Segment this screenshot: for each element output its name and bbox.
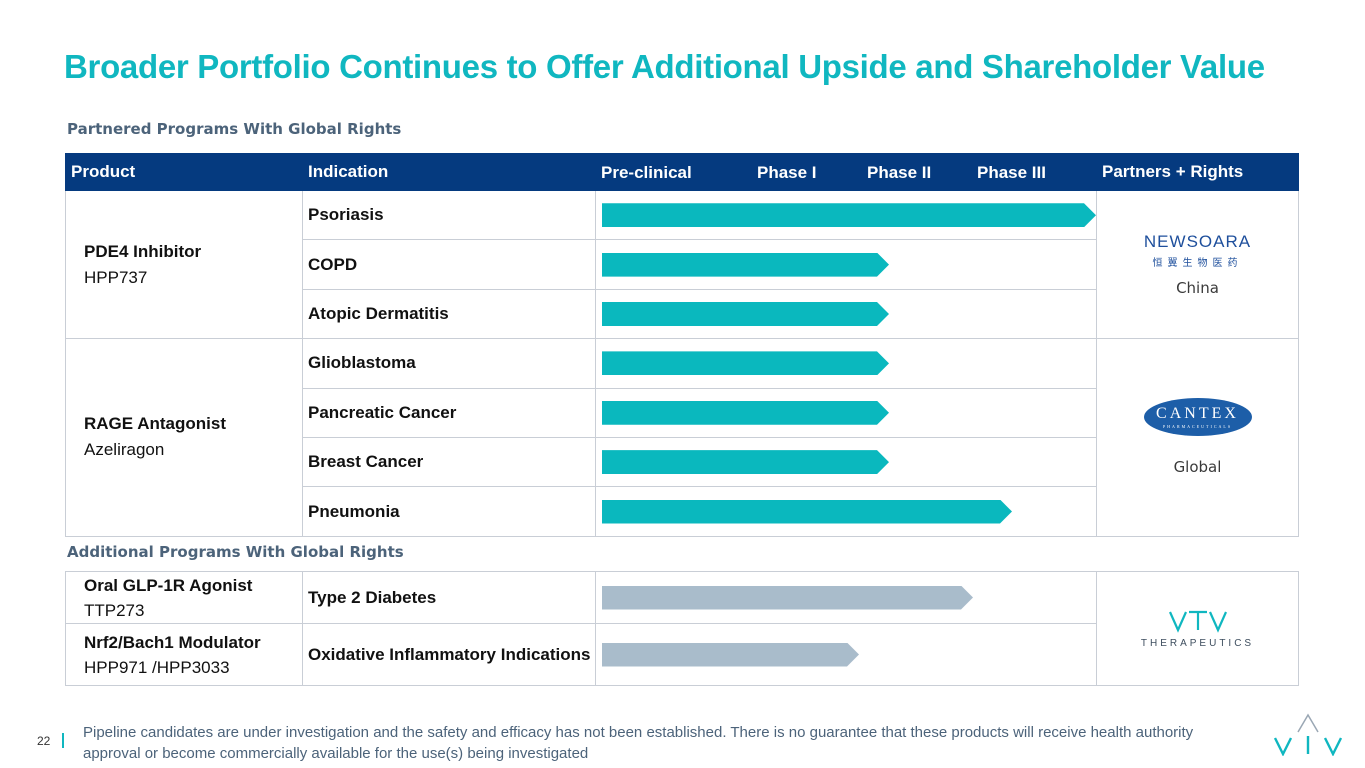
progress-bar <box>602 643 859 667</box>
additional-pipeline-table: Oral GLP-1R Agonist TTP273 Type 2 Diabet… <box>65 571 1299 686</box>
progress-bar <box>602 203 1096 227</box>
header-product: Product <box>65 153 303 191</box>
footer-divider <box>62 733 64 748</box>
cantex-logo-text: CANTEX <box>1156 405 1239 423</box>
partner-region: China <box>1176 279 1219 298</box>
product-code: HPP971 /HPP3033 <box>84 657 230 677</box>
indication-name: COPD <box>302 239 596 290</box>
header-indication: Indication <box>302 153 596 191</box>
header-phase3: Phase III <box>977 163 1046 182</box>
partnered-section-label: Partnered Programs With Global Rights <box>67 120 402 138</box>
product-cell: RAGE Antagonist Azeliragon <box>65 338 303 537</box>
newsoara-logo: NEWSOARA <box>1143 232 1252 252</box>
progress-bar <box>602 586 973 610</box>
indication-name: Breast Cancer <box>302 436 596 488</box>
partner-region: Global <box>1173 458 1222 477</box>
product-name: RAGE Antagonist <box>84 414 226 434</box>
page-title: Broader Portfolio Continues to Offer Add… <box>64 48 1265 85</box>
table-row: Pancreatic Cancer <box>66 387 1299 438</box>
progress-bar <box>602 450 889 474</box>
product-code: TTP273 <box>84 600 145 620</box>
product-cell: Nrf2/Bach1 Modulator HPP971 /HPP3033 <box>65 623 303 686</box>
cantex-logo-subtitle: PHARMACEUTICALS <box>1162 424 1233 430</box>
footer-disclaimer: Pipeline candidates are under investigat… <box>83 724 1194 762</box>
product-name: Oral GLP-1R Agonist <box>84 575 253 595</box>
newsoara-logo-subtitle: 恒翼生物医药 <box>1152 258 1243 270</box>
table-row: RAGE Antagonist Azeliragon Glioblastoma … <box>65 338 1299 537</box>
vtv-logo-icon <box>1168 610 1227 633</box>
table-row: Oral GLP-1R Agonist TTP273 Type 2 Diabet… <box>65 571 1299 686</box>
partner-cell: CANTEX PHARMACEUTICALS Global <box>1096 338 1299 537</box>
product-cell: PDE4 Inhibitor HPP737 <box>65 189 303 340</box>
header-preclinical: Pre-clinical <box>601 163 692 182</box>
progress-cell <box>595 239 1097 290</box>
indication-name: Glioblastoma <box>302 338 596 389</box>
header-phase1: Phase I <box>757 163 817 182</box>
table-row: Pneumonia <box>66 486 1299 537</box>
partner-cell: THERAPEUTICS <box>1096 571 1299 686</box>
progress-cell <box>595 189 1097 241</box>
product-code: HPP737 <box>84 267 148 287</box>
product-name: Nrf2/Bach1 Modulator <box>84 632 261 652</box>
partnered-pipeline-table: Product Indication Pre-clinical Phase I … <box>65 153 1299 537</box>
header-partners: Partners + Rights <box>1096 153 1299 191</box>
progress-bar <box>602 302 889 326</box>
vtv-logo-subtitle: THERAPEUTICS <box>1140 638 1255 649</box>
progress-bar <box>602 351 889 375</box>
progress-cell <box>595 288 1097 340</box>
table-header-row: Product Indication Pre-clinical Phase I … <box>65 153 1299 191</box>
additional-section-label: Additional Programs With Global Rights <box>67 543 404 561</box>
progress-cell <box>595 623 1097 686</box>
progress-cell <box>595 338 1097 389</box>
progress-bar <box>602 500 1012 524</box>
table-row: PDE4 Inhibitor HPP737 Psoriasis NEWSOARA… <box>65 189 1299 340</box>
vtv-corner-logo-icon <box>1273 713 1343 756</box>
indication-name: Psoriasis <box>302 189 596 241</box>
progress-cell <box>595 436 1097 488</box>
partner-cell: NEWSOARA 恒翼生物医药 China <box>1096 189 1299 340</box>
progress-bar <box>602 401 889 425</box>
product-code: Azeliragon <box>84 440 165 460</box>
table-row: Atopic Dermatitis <box>66 288 1299 340</box>
cantex-logo: CANTEX PHARMACEUTICALS <box>1143 398 1252 437</box>
indication-name: Type 2 Diabetes <box>302 571 596 624</box>
product-name: PDE4 Inhibitor <box>84 241 202 261</box>
progress-cell <box>595 486 1097 537</box>
progress-cell <box>595 387 1097 438</box>
page-number: 22 <box>37 734 51 748</box>
header-phase2: Phase II <box>867 163 932 182</box>
indication-name: Pancreatic Cancer <box>302 387 596 438</box>
indication-name: Atopic Dermatitis <box>302 288 596 340</box>
indication-name: Oxidative Inflammatory Indications <box>302 623 596 686</box>
table-row: COPD <box>66 239 1299 290</box>
progress-cell <box>595 571 1097 624</box>
indication-name: Pneumonia <box>302 486 596 537</box>
table-row: Nrf2/Bach1 Modulator HPP971 /HPP3033 Oxi… <box>65 623 1299 686</box>
product-cell: Oral GLP-1R Agonist TTP273 <box>65 571 303 624</box>
progress-bar <box>602 253 889 277</box>
header-phases: Pre-clinical Phase I Phase II Phase III <box>595 153 1097 191</box>
